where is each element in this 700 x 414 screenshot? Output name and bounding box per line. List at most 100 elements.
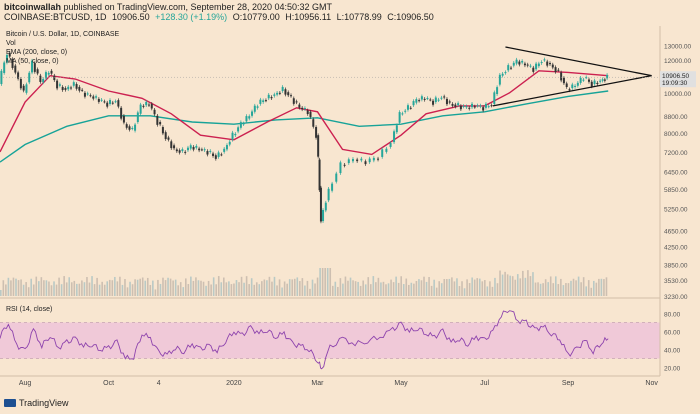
candle-body bbox=[278, 92, 281, 94]
volume-bar bbox=[258, 284, 261, 296]
candle-body bbox=[579, 77, 582, 83]
x-tick-label: Sep bbox=[562, 380, 575, 387]
volume-bar bbox=[301, 278, 304, 296]
volume-bar bbox=[20, 279, 22, 296]
volume-bar bbox=[114, 276, 116, 296]
symbol-label: COINBASE:BTCUSD, 1D bbox=[4, 12, 107, 22]
candle-body bbox=[150, 103, 153, 109]
ohlc-high: 10956.11 bbox=[294, 12, 332, 22]
volume-bar bbox=[65, 282, 68, 296]
volume-bar bbox=[504, 271, 506, 296]
volume-bar bbox=[12, 277, 15, 296]
candle-body bbox=[465, 106, 468, 108]
author-name[interactable]: bitcoinwallah bbox=[4, 2, 62, 12]
volume-bar bbox=[154, 289, 157, 296]
tradingview-logo[interactable]: TradingView bbox=[4, 398, 69, 408]
candle-body bbox=[83, 92, 86, 97]
candle-body bbox=[568, 89, 571, 91]
volume-bar bbox=[139, 278, 141, 296]
candle-body bbox=[448, 101, 451, 103]
volume-bar bbox=[595, 282, 598, 296]
candle-body bbox=[111, 102, 114, 104]
candle-body bbox=[398, 112, 401, 123]
candle-body bbox=[327, 188, 330, 201]
volume-bar bbox=[7, 277, 10, 296]
candle-body bbox=[262, 100, 265, 103]
volume-bar bbox=[268, 276, 271, 296]
candle-body bbox=[103, 101, 106, 103]
volume-bar bbox=[326, 268, 329, 296]
volume-bar bbox=[253, 284, 256, 296]
candle-body bbox=[276, 92, 279, 95]
candle-body bbox=[324, 202, 327, 211]
volume-bar bbox=[172, 280, 174, 296]
volume-bar bbox=[10, 280, 12, 296]
volume-bar bbox=[91, 276, 93, 296]
candle-body bbox=[322, 209, 325, 222]
volume-bar bbox=[496, 283, 499, 296]
volume-bar bbox=[331, 285, 334, 296]
volume-bar bbox=[430, 285, 433, 296]
price-tag-value: 10906.50 bbox=[662, 73, 689, 80]
volume-bar bbox=[278, 279, 281, 296]
volume-bar bbox=[174, 279, 177, 296]
candle-body bbox=[97, 98, 100, 102]
volume-bar bbox=[200, 280, 202, 296]
rsi-panel bbox=[0, 310, 660, 370]
volume-bar bbox=[190, 276, 192, 296]
volume-bar bbox=[481, 281, 484, 296]
y-tick-label: 6450.00 bbox=[664, 170, 688, 177]
volume-bar bbox=[489, 281, 491, 296]
volume-bar bbox=[435, 287, 438, 296]
candle-body bbox=[557, 69, 560, 71]
volume-bar bbox=[32, 284, 35, 296]
tradingview-brand: TradingView bbox=[19, 398, 69, 408]
ohlc-open-label: O: bbox=[232, 12, 243, 22]
candle-body bbox=[8, 52, 11, 57]
candle-body bbox=[512, 62, 515, 66]
candle-body bbox=[434, 97, 437, 103]
volume-bar bbox=[349, 277, 352, 296]
candle-body bbox=[290, 95, 293, 97]
candle-body bbox=[100, 99, 103, 101]
candle-body bbox=[56, 80, 59, 89]
candle-body bbox=[498, 74, 501, 85]
volume-bar bbox=[233, 283, 235, 296]
volume-bar bbox=[420, 280, 423, 296]
candle-body bbox=[476, 105, 479, 107]
candle-body bbox=[335, 173, 338, 182]
candle-body bbox=[14, 65, 17, 73]
volume-bar bbox=[364, 284, 367, 296]
volume-bar bbox=[106, 281, 109, 296]
rsi-band bbox=[0, 322, 660, 359]
volume-bar bbox=[111, 280, 114, 296]
volume-bar bbox=[134, 279, 136, 296]
volume-bar bbox=[471, 277, 473, 296]
candle-body bbox=[551, 64, 554, 68]
volume-bar bbox=[357, 281, 359, 296]
volume-bar bbox=[228, 281, 230, 296]
volume-bar bbox=[248, 284, 250, 296]
volume-bar bbox=[570, 280, 572, 296]
y-tick-label: 4250.00 bbox=[664, 245, 688, 252]
candle-body bbox=[86, 93, 89, 95]
candle-body bbox=[423, 98, 426, 100]
volume-bar bbox=[415, 280, 418, 296]
candle-body bbox=[493, 92, 496, 104]
volume-bar bbox=[446, 279, 448, 296]
candle-body bbox=[437, 99, 440, 101]
volume-bar bbox=[38, 281, 40, 296]
volume-bar bbox=[560, 278, 562, 296]
candle-body bbox=[31, 60, 34, 73]
candle-body bbox=[487, 106, 490, 108]
candle-body bbox=[309, 111, 312, 117]
volume-bar bbox=[103, 284, 106, 296]
candle-body bbox=[306, 110, 309, 115]
rsi-tick-label: 40.00 bbox=[664, 348, 681, 355]
volume-bar bbox=[572, 278, 575, 296]
volume-bar bbox=[70, 282, 73, 296]
candle-body bbox=[225, 145, 228, 150]
candle-body bbox=[92, 96, 95, 99]
volume-bar bbox=[397, 282, 400, 296]
